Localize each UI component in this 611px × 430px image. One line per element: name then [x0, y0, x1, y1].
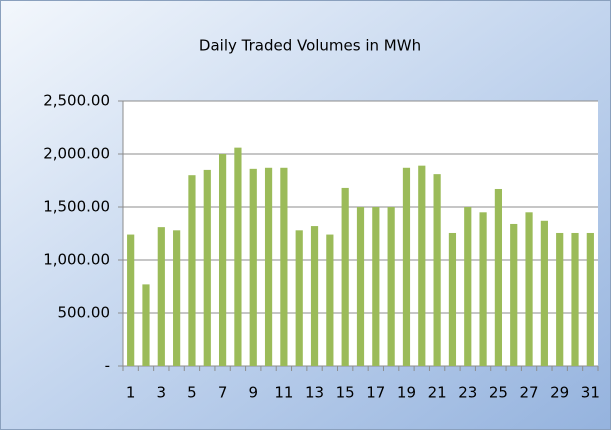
bar: [418, 165, 426, 366]
x-tick-label: 13: [305, 384, 324, 402]
y-tick-label: 500.00: [58, 304, 111, 322]
x-tick-label: 11: [274, 384, 293, 402]
bar: [127, 234, 135, 366]
bar: [510, 223, 518, 366]
x-tick-label: 1: [126, 384, 136, 402]
y-tick-label: 2,000.00: [43, 145, 110, 163]
x-tick-label: 9: [248, 384, 258, 402]
x-tick-label: 27: [520, 384, 539, 402]
bar: [464, 207, 472, 366]
bar: [280, 167, 288, 366]
x-tick-label: 25: [489, 384, 508, 402]
bar: [525, 212, 533, 366]
x-tick-label: 5: [187, 384, 197, 402]
y-tick-label: 1,500.00: [43, 198, 110, 216]
bar: [571, 232, 579, 366]
bar: [341, 187, 349, 366]
bar: [142, 284, 150, 366]
x-tick-label: 21: [428, 384, 447, 402]
x-tick-label: 15: [336, 384, 355, 402]
bar: [218, 154, 227, 366]
y-tick-label: -: [105, 357, 110, 375]
bar: [372, 207, 380, 366]
bar: [387, 207, 395, 366]
bar: [448, 232, 457, 366]
bar: [295, 230, 303, 366]
bar: [188, 175, 196, 366]
x-tick-label: 7: [218, 384, 228, 402]
bar: [479, 212, 487, 366]
x-tick-label: 31: [581, 384, 600, 402]
bar: [402, 167, 411, 366]
bar: [556, 232, 564, 366]
y-tick-label: 1,000.00: [43, 251, 110, 269]
bar: [326, 234, 334, 366]
bar: [264, 167, 273, 366]
bar: [310, 226, 319, 366]
x-tick-label: 19: [397, 384, 416, 402]
chart-title: Daily Traded Volumes in MWh: [199, 37, 421, 55]
bar: [356, 207, 365, 366]
bar: [234, 147, 242, 366]
bar: [173, 230, 181, 366]
bar: [433, 174, 441, 366]
bar: [586, 232, 594, 366]
x-tick-label: 3: [157, 384, 167, 402]
bar: [203, 169, 211, 366]
x-tick-label: 29: [550, 384, 569, 402]
y-tick-label: 2,500.00: [43, 92, 110, 110]
bar: [157, 227, 165, 366]
bar: [540, 220, 548, 366]
bar: [494, 188, 503, 366]
x-tick-label: 17: [366, 384, 385, 402]
bar: [249, 168, 257, 366]
x-tick-label: 23: [458, 384, 477, 402]
